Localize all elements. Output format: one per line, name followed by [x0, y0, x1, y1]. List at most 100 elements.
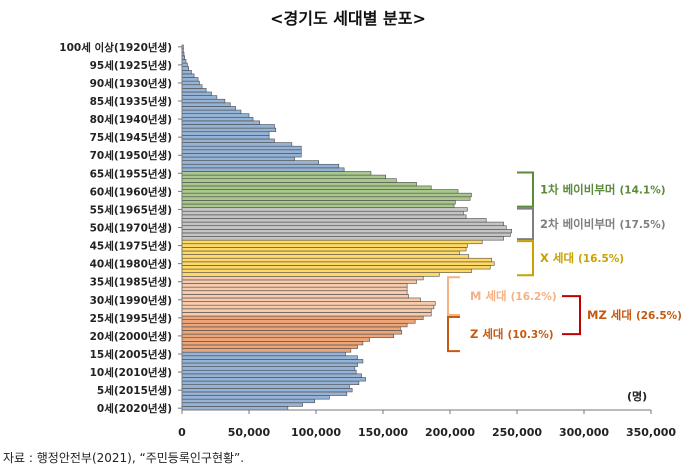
bar-age-30 [181, 297, 421, 302]
age-label: 25세(1995년생) [90, 312, 172, 325]
bar-age-76 [181, 131, 270, 136]
bar-age-39 [181, 265, 491, 270]
bar-age-63 [181, 178, 397, 183]
bar-age-38 [181, 268, 472, 273]
bar-age-41 [181, 257, 492, 263]
generation-annotations: 1차 베이비부머 (14.1%) 2차 베이비부머 (17.5%) X 세대 (16… [447, 171, 682, 353]
x-tick-label: 0 [178, 426, 186, 439]
age-label: 35세(1985년생) [90, 276, 172, 289]
bar-age-45 [181, 243, 468, 248]
x-tick-label: 350,000 [626, 426, 676, 439]
bar-age-18 [181, 341, 364, 346]
bar-age-20 [181, 333, 395, 339]
bracket-0 [517, 171, 534, 208]
bar-age-68 [181, 160, 319, 165]
bar-age-72 [181, 145, 302, 151]
age-label: 100세 이상(1920년생) [59, 41, 172, 54]
annotation-label-3: M 세대 (16.2%) [470, 289, 557, 303]
bar-age-95 [181, 62, 188, 67]
bracket-mz [562, 295, 581, 336]
chart-title: <경기도 세대별 분포> [270, 9, 426, 28]
bar-age-89 [181, 84, 203, 89]
bar-age-59 [181, 192, 472, 198]
x-tick-label: 200,000 [425, 426, 475, 439]
bar-age-93 [181, 70, 192, 75]
bar-age-96 [181, 59, 187, 64]
bar-age-2 [181, 398, 315, 404]
bar-age-40 [181, 261, 495, 266]
bracket-3 [447, 276, 460, 317]
x-tick-label: 300,000 [559, 426, 609, 439]
bar-age-32 [181, 290, 408, 295]
x-tick-labels: 0 50,000 100,000 150,000 200,000 250,000 300,0… [178, 426, 676, 439]
x-tick-label: 100,000 [291, 426, 341, 439]
bracket-1 [517, 207, 534, 241]
bar-age-94 [181, 66, 189, 71]
bar-age-81 [181, 113, 250, 118]
bar-age-26 [181, 312, 432, 317]
bar-age-54 [181, 210, 464, 216]
bar-age-62 [181, 182, 417, 187]
bar-age-4 [181, 391, 348, 396]
bar-age-61 [181, 185, 432, 190]
bar-age-46 [181, 239, 483, 245]
annotation-label-0: 1차 베이비부머 (14.1%) [540, 183, 666, 197]
bar-age-28 [181, 304, 435, 310]
bar-age-3 [181, 395, 330, 400]
bar-age-88 [181, 88, 207, 93]
bar-age-58 [181, 196, 471, 201]
bar-age-70 [181, 153, 302, 158]
bar-age-19 [181, 337, 370, 342]
bar-age-90 [181, 80, 200, 86]
bar-age-8 [181, 377, 366, 382]
bar-age-11 [181, 366, 356, 371]
bar-age-25 [181, 315, 424, 320]
bar-age-49 [181, 229, 512, 234]
age-label: 75세(1945년생) [90, 131, 172, 144]
bar-age-79 [181, 120, 261, 125]
age-label: 85세(1935년생) [90, 95, 172, 108]
bar-age-10 [181, 369, 357, 375]
bar-age-33 [181, 286, 408, 292]
bar-age-83 [181, 106, 236, 111]
bar-age-27 [181, 308, 432, 313]
bar-age-31 [181, 294, 409, 299]
bar-age-64 [181, 174, 386, 180]
bar-age-56 [181, 203, 455, 208]
bar-age-9 [181, 373, 362, 378]
bar-age-21 [181, 330, 403, 335]
age-label: 10세(2010년생) [90, 366, 172, 379]
bars-group [181, 44, 512, 411]
bar-age-71 [181, 149, 302, 154]
bar-age-29 [181, 301, 436, 306]
age-label: 80세(1940년생) [90, 113, 172, 126]
bar-age-13 [181, 359, 364, 364]
bar-age-36 [181, 275, 424, 281]
bar-age-12 [181, 362, 358, 367]
bar-age-14 [181, 355, 358, 360]
bar-age-6 [181, 384, 350, 389]
source-note: 자료 : 행정안전부(2021), “주민등록인구현황”. [3, 450, 244, 465]
axes-group [178, 45, 652, 414]
age-label: 40세(1980년생) [90, 258, 172, 271]
age-labels: 0세(2020년생) 5세(2015년생) 10세(2010년생) 15세(2005년… [59, 41, 172, 415]
annotation-label-4: Z 세대 (10.3%) [470, 327, 554, 341]
bar-age-80 [181, 116, 254, 122]
bar-age-44 [181, 247, 467, 252]
age-label: 30세(1990년생) [90, 294, 172, 307]
bar-age-86 [181, 95, 218, 100]
bar-age-5 [181, 388, 353, 393]
bar-age-92 [181, 73, 195, 78]
annotation-label-mz: MZ 세대 (26.5%) [587, 308, 682, 322]
bar-age-65 [181, 171, 372, 176]
age-label: 45세(1975년생) [90, 240, 172, 253]
bar-age-78 [181, 124, 275, 129]
bar-age-52 [181, 218, 487, 223]
bar-age-15 [181, 351, 346, 357]
unit-label: (명) [627, 389, 647, 403]
bar-age-17 [181, 344, 358, 349]
bar-age-16 [181, 348, 352, 353]
annotation-label-1: 2차 베이비부머 (17.5%) [540, 217, 666, 231]
age-label: 90세(1930년생) [90, 77, 172, 90]
